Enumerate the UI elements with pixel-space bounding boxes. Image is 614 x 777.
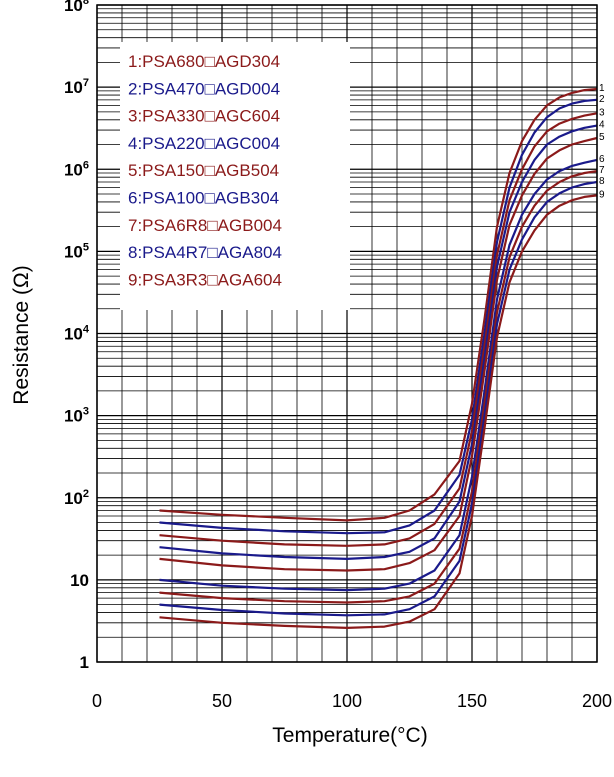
x-tick-labels: 0 50 100 150 200 <box>92 691 612 711</box>
legend-entry: 6:PSA100□AGB304 <box>128 189 279 208</box>
y-tick-label: 106 <box>64 159 89 179</box>
series-line-3 <box>159 112 598 547</box>
legend-entry: 8:PSA4R7□AGA804 <box>128 243 282 262</box>
y-tick-label: 107 <box>64 77 89 97</box>
y-axis-label: Resistance (Ω) <box>10 265 33 404</box>
x-tick-label: 100 <box>332 691 362 711</box>
legend-entry: 3:PSA330□AGC604 <box>128 107 280 126</box>
series-line-4 <box>159 124 598 561</box>
legend <box>120 42 350 310</box>
series-end-label: 3 <box>599 107 605 118</box>
series-end-label: 8 <box>599 176 605 187</box>
series-end-label: 5 <box>599 132 605 143</box>
x-tick-label: 50 <box>212 691 232 711</box>
legend-background <box>120 42 350 310</box>
y-tick-label: 108 <box>64 0 89 15</box>
x-tick-label: 0 <box>92 691 102 711</box>
series-line-6 <box>159 158 598 592</box>
series-line-7 <box>159 170 598 604</box>
y-tick-label: 105 <box>64 241 89 261</box>
series-end-label: 4 <box>599 120 605 131</box>
x-tick-label: 200 <box>582 691 612 711</box>
y-tick-label: 104 <box>64 324 90 344</box>
series-lines <box>159 87 598 630</box>
series-end-label: 7 <box>599 165 605 176</box>
legend-entry: 9:PSA3R3□AGA604 <box>128 270 282 289</box>
series-line-5 <box>159 136 598 572</box>
series-end-label: 1 <box>599 83 605 94</box>
series-line-1 <box>159 87 598 522</box>
series-end-label: 2 <box>599 94 605 105</box>
series-line-2 <box>159 98 598 535</box>
y-tick-label: 102 <box>64 488 89 508</box>
legend-entry: 7:PSA6R8□AGB004 <box>128 216 282 235</box>
x-axis-label: Temperature(°C) <box>272 724 427 747</box>
series-end-label: 9 <box>599 189 605 200</box>
legend-entry: 1:PSA680□AGD304 <box>128 52 280 71</box>
x-tick-label: 150 <box>457 691 487 711</box>
series-line-9 <box>159 194 598 630</box>
series-end-label: 6 <box>599 154 605 165</box>
legend-entries: 1:PSA680□AGD304 2:PSA470□AGD004 3:PSA330□A… <box>128 52 282 289</box>
plot-frame <box>96 4 598 663</box>
legend-entry: 5:PSA150□AGB504 <box>128 161 279 180</box>
legend-entry: 2:PSA470□AGD004 <box>128 79 280 98</box>
y-tick-labels: 1 10 102 103 104 105 106 107 108 <box>64 0 90 672</box>
legend-entry: 4:PSA220□AGC004 <box>128 134 280 153</box>
y-tick-label: 103 <box>64 406 89 426</box>
series-line-8 <box>159 180 598 617</box>
y-tick-label: 10 <box>70 571 89 590</box>
y-tick-label: 1 <box>80 653 89 672</box>
